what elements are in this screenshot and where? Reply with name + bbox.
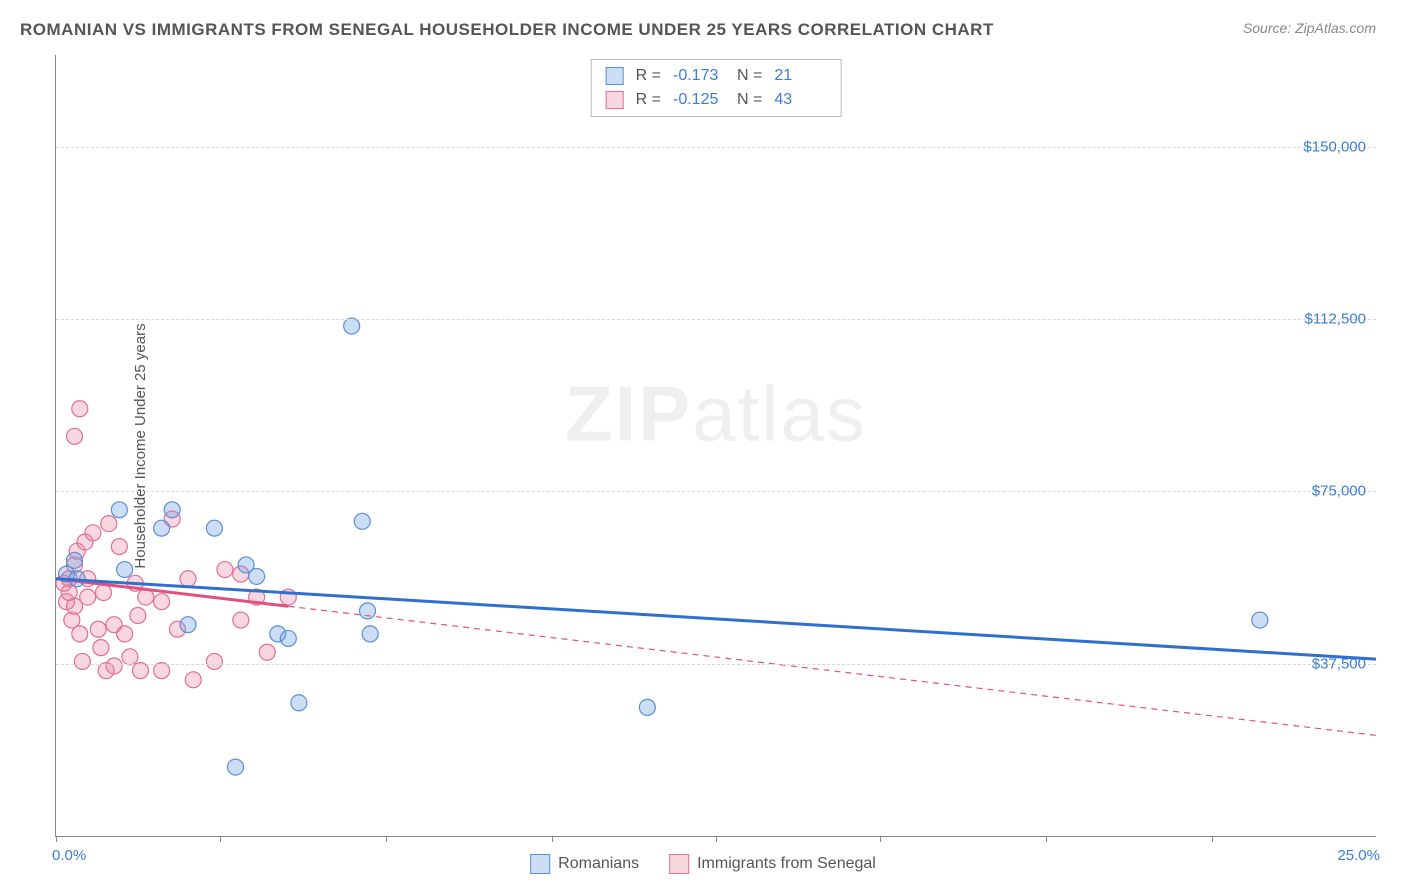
- x-min-label: 0.0%: [52, 847, 86, 864]
- r-value-a: -0.173: [673, 64, 725, 88]
- scatter-point: [74, 653, 90, 669]
- header: ROMANIAN VS IMMIGRANTS FROM SENEGAL HOUS…: [0, 0, 1406, 48]
- stats-row-b: R = -0.125 N = 43: [606, 88, 827, 112]
- scatter-point: [96, 585, 112, 601]
- scatter-point: [259, 644, 275, 660]
- scatter-point: [639, 699, 655, 715]
- scatter-point: [228, 759, 244, 775]
- scatter-point: [154, 594, 170, 610]
- scatter-point: [132, 663, 148, 679]
- scatter-point: [291, 695, 307, 711]
- gridline: [56, 491, 1376, 492]
- scatter-point: [90, 621, 106, 637]
- gridline: [56, 664, 1376, 665]
- gridline: [56, 319, 1376, 320]
- bottom-legend: Romanians Immigrants from Senegal: [530, 854, 876, 874]
- scatter-point: [354, 513, 370, 529]
- y-tick-label: $150,000: [1303, 138, 1366, 155]
- scatter-point: [85, 525, 101, 541]
- scatter-point: [280, 630, 296, 646]
- x-tick: [56, 836, 57, 842]
- scatter-point: [101, 516, 117, 532]
- n-value-a: 21: [774, 64, 826, 88]
- scatter-point: [206, 653, 222, 669]
- scatter-point: [180, 617, 196, 633]
- source-attribution: Source: ZipAtlas.com: [1243, 20, 1376, 36]
- scatter-point: [362, 626, 378, 642]
- source-name: ZipAtlas.com: [1295, 20, 1376, 36]
- scatter-point: [233, 612, 249, 628]
- scatter-point: [66, 428, 82, 444]
- scatter-point: [111, 502, 127, 518]
- x-max-label: 25.0%: [1337, 847, 1380, 864]
- scatter-point: [117, 626, 133, 642]
- scatter-point: [72, 626, 88, 642]
- scatter-point: [130, 607, 146, 623]
- r-label-a: R =: [636, 64, 661, 88]
- plot-area: ZIPatlas R = -0.173 N = 21 R = -0.125 N …: [55, 55, 1376, 837]
- stats-swatch-b: [606, 91, 624, 109]
- source-prefix: Source:: [1243, 20, 1295, 36]
- x-tick: [552, 836, 553, 842]
- scatter-point: [185, 672, 201, 688]
- scatter-point: [66, 552, 82, 568]
- scatter-point: [154, 520, 170, 536]
- r-value-b: -0.125: [673, 88, 725, 112]
- stats-row-a: R = -0.173 N = 21: [606, 64, 827, 88]
- n-value-b: 43: [774, 88, 826, 112]
- x-tick: [386, 836, 387, 842]
- regression-line: [56, 579, 1376, 659]
- legend-swatch-b: [669, 854, 689, 874]
- chart-container: ZIPatlas R = -0.173 N = 21 R = -0.125 N …: [55, 55, 1376, 837]
- legend-label-b: Immigrants from Senegal: [697, 855, 876, 873]
- scatter-point: [93, 640, 109, 656]
- scatter-point: [344, 318, 360, 334]
- y-tick-label: $112,500: [1305, 311, 1366, 328]
- scatter-point: [117, 562, 133, 578]
- x-tick: [880, 836, 881, 842]
- legend-item-a: Romanians: [530, 854, 639, 874]
- x-tick: [1046, 836, 1047, 842]
- n-label-b: N =: [737, 88, 762, 112]
- r-label-b: R =: [636, 88, 661, 112]
- stats-swatch-a: [606, 67, 624, 85]
- scatter-point: [111, 539, 127, 555]
- stats-box: R = -0.173 N = 21 R = -0.125 N = 43: [591, 59, 842, 117]
- scatter-point: [164, 502, 180, 518]
- plot-svg: [56, 55, 1376, 836]
- scatter-point: [72, 401, 88, 417]
- legend-swatch-a: [530, 854, 550, 874]
- scatter-point: [122, 649, 138, 665]
- scatter-point: [360, 603, 376, 619]
- scatter-point: [249, 568, 265, 584]
- n-label-a: N =: [737, 64, 762, 88]
- scatter-point: [217, 562, 233, 578]
- scatter-point: [206, 520, 222, 536]
- y-tick-label: $75,000: [1312, 483, 1366, 500]
- scatter-point: [80, 589, 96, 605]
- x-tick: [1212, 836, 1213, 842]
- x-tick: [716, 836, 717, 842]
- scatter-point: [1252, 612, 1268, 628]
- scatter-point: [154, 663, 170, 679]
- legend-item-b: Immigrants from Senegal: [669, 854, 876, 874]
- chart-title: ROMANIAN VS IMMIGRANTS FROM SENEGAL HOUS…: [20, 20, 994, 40]
- y-tick-label: $37,500: [1312, 655, 1366, 672]
- x-tick: [220, 836, 221, 842]
- legend-label-a: Romanians: [558, 855, 639, 873]
- scatter-point: [180, 571, 196, 587]
- gridline: [56, 147, 1376, 148]
- scatter-point: [106, 658, 122, 674]
